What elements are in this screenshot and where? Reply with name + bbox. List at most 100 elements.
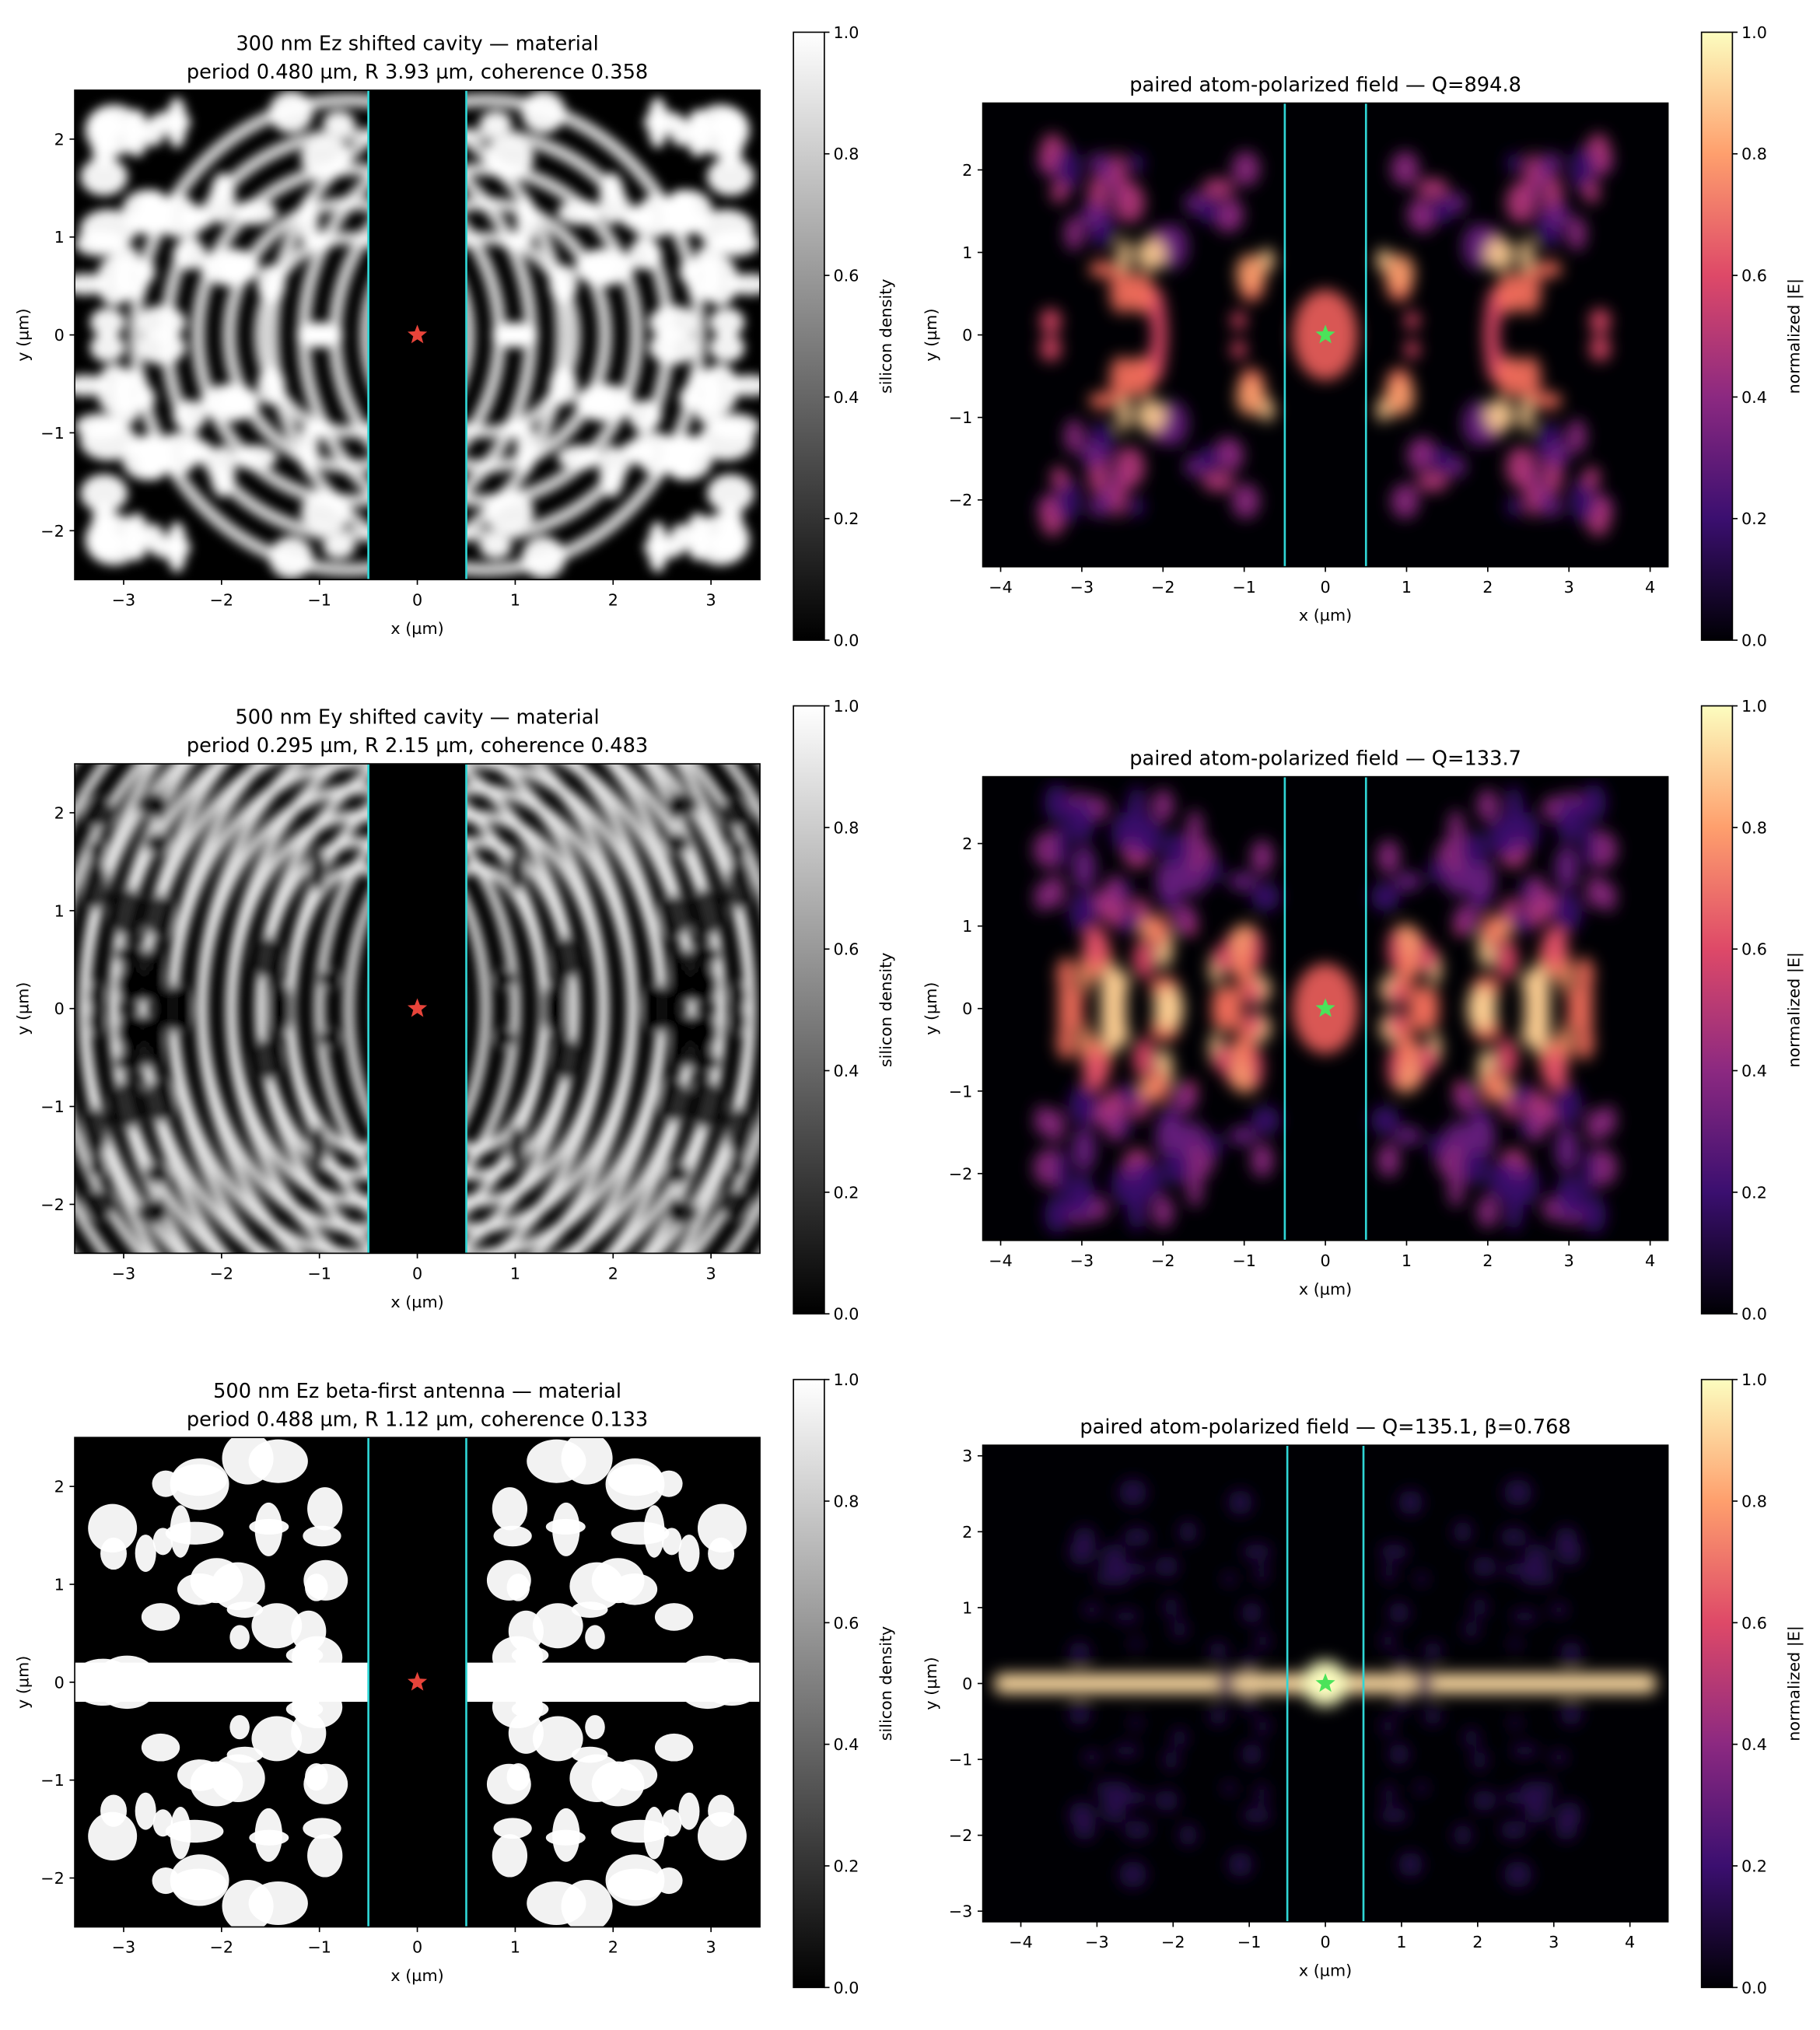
heatmap-blob — [1464, 1619, 1479, 1640]
heatmap-blob — [152, 1809, 173, 1837]
heatmap-blob — [1395, 1652, 1409, 1675]
heatmap-blob — [1153, 913, 1168, 949]
heatmap-blob — [1136, 237, 1167, 271]
heatmap-blob — [1506, 446, 1536, 488]
heatmap-blob — [649, 330, 698, 365]
heatmap-blob — [647, 521, 668, 573]
heatmap-blob — [1601, 1104, 1617, 1136]
x-tick-label: −1 — [1232, 1251, 1256, 1270]
heatmap-blob — [257, 264, 286, 303]
heatmap-blob — [307, 1834, 343, 1878]
heatmap-blob — [672, 1015, 691, 1072]
x-tick-label: 2 — [608, 590, 618, 609]
x-axis-label: x (µm) — [1299, 606, 1352, 625]
heatmap-blob — [1416, 943, 1438, 974]
x-tick-label: 4 — [1645, 578, 1655, 597]
heatmap-blob — [1171, 1727, 1188, 1748]
x-tick-label: 2 — [1482, 578, 1493, 597]
heatmap-blob — [1508, 1717, 1521, 1730]
y-tick-label: −1 — [949, 408, 973, 427]
heatmap-blob — [484, 490, 534, 534]
heatmap-blob — [1487, 1160, 1515, 1201]
x-tick-label: −2 — [1161, 1933, 1185, 1951]
heatmap-blob — [1220, 198, 1244, 232]
x-tick-label: −1 — [1232, 578, 1256, 597]
heatmap-blob — [231, 444, 278, 470]
heatmap-blob — [1494, 1038, 1518, 1078]
heatmap-stripe — [674, 764, 756, 1254]
colorbar-tick-label: 0.8 — [833, 145, 859, 163]
heatmap-blob — [1066, 798, 1095, 843]
y-tick-label: −1 — [40, 1771, 65, 1790]
heatmap-blob — [649, 305, 698, 340]
heatmap-blob — [1494, 939, 1518, 979]
heatmap-blob — [1154, 1556, 1179, 1577]
heatmap-blob — [1249, 1047, 1264, 1089]
y-tick-label: 0 — [54, 999, 65, 1018]
heatmap-blob — [1524, 995, 1551, 1041]
heatmap-blob — [1250, 1143, 1274, 1178]
colorbar — [1700, 705, 1734, 1315]
heatmap-blob — [307, 1487, 343, 1531]
heatmap-blob — [1069, 1084, 1097, 1125]
heatmap-blob — [1228, 871, 1257, 891]
heatmap-blob — [170, 1458, 229, 1510]
heatmap-blob — [1080, 201, 1105, 229]
y-tick-label: 0 — [54, 1673, 65, 1692]
x-tick-label: −4 — [1009, 1933, 1033, 1951]
heatmap-blob — [229, 1625, 250, 1650]
x-tick-label: 1 — [510, 590, 520, 609]
colorbar-tick-label: 0.4 — [1741, 1735, 1767, 1754]
heatmap-blob — [1524, 163, 1540, 189]
heatmap-blob — [1378, 1543, 1409, 1560]
x-axis-label: x (µm) — [390, 1966, 443, 1985]
heatmap-blob — [1472, 1556, 1496, 1577]
heatmap-blob — [87, 838, 107, 863]
heatmap-blob — [1178, 1824, 1198, 1846]
colorbar — [1700, 1378, 1734, 1989]
y-axis-label: y (µm) — [922, 982, 940, 1035]
heatmap-blob — [1163, 1150, 1190, 1185]
heatmap-blob — [1566, 215, 1587, 251]
heatmap-blob — [144, 894, 176, 940]
heatmap-blob — [96, 363, 133, 415]
colorbar-tick-label: 0.8 — [1741, 818, 1767, 837]
colorbar-tick-label: 0.2 — [833, 509, 859, 528]
heatmap-blob — [1510, 1610, 1539, 1623]
x-tick-label: 0 — [412, 1264, 422, 1283]
heatmap-blob — [527, 1881, 586, 1926]
heatmap-blob — [166, 97, 187, 149]
heatmap-blob — [1416, 1044, 1438, 1073]
heatmap-blob — [557, 444, 604, 470]
heatmap-blob — [1148, 295, 1166, 331]
heatmap-blob — [114, 943, 147, 966]
heatmap-blob — [141, 1733, 180, 1762]
heatmap-blob — [1055, 1150, 1069, 1196]
x-tick-label: 2 — [608, 1938, 618, 1957]
heatmap-blob — [1115, 181, 1146, 224]
heatmap-blob — [1178, 1521, 1198, 1543]
heatmap-blob — [552, 1808, 580, 1862]
x-tick-label: −1 — [307, 590, 331, 609]
heatmap-blob — [1484, 237, 1515, 271]
heatmap-blob — [1202, 177, 1234, 199]
heatmap-blob — [685, 1012, 719, 1052]
heatmap-blob — [257, 367, 286, 405]
heatmap-blob — [1208, 1641, 1228, 1661]
heatmap-blob — [1241, 1807, 1272, 1824]
chart-subtitle: period 0.480 µm, R 3.93 µm, coherence 0.… — [187, 61, 648, 84]
heatmap-blob — [1136, 1160, 1164, 1201]
x-tick-label: 0 — [412, 1938, 422, 1957]
heatmap-blob — [1163, 831, 1190, 868]
heatmap-blob — [1398, 1851, 1423, 1878]
heatmap-blob — [218, 253, 254, 286]
heatmap-blob — [1040, 308, 1062, 334]
heatmap-blob — [1416, 471, 1449, 492]
y-tick-label: −1 — [40, 1097, 65, 1116]
heatmap-blob — [492, 1685, 544, 1729]
colorbar-label: silicon density — [877, 1626, 895, 1741]
heatmap-blob — [1115, 446, 1146, 488]
heatmap-blob — [1104, 1780, 1132, 1808]
colorbar-tick-label: 1.0 — [833, 697, 859, 716]
heatmap-blob — [1171, 1082, 1198, 1114]
